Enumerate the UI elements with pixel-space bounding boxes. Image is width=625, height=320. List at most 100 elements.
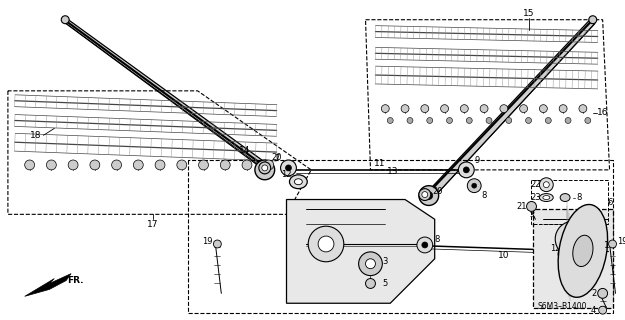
Text: 16: 16 (597, 108, 608, 117)
Circle shape (427, 117, 432, 124)
Circle shape (555, 221, 591, 257)
Circle shape (133, 160, 143, 170)
Circle shape (61, 16, 69, 24)
Text: 5: 5 (382, 279, 388, 288)
Circle shape (68, 160, 78, 170)
Text: 12: 12 (281, 170, 292, 179)
Circle shape (388, 117, 393, 124)
Circle shape (458, 162, 474, 178)
Text: 15: 15 (522, 9, 534, 18)
Ellipse shape (294, 179, 302, 185)
Circle shape (213, 240, 221, 248)
Ellipse shape (558, 204, 608, 297)
Text: 22: 22 (530, 180, 541, 189)
Circle shape (177, 160, 187, 170)
Circle shape (90, 160, 100, 170)
Circle shape (46, 160, 56, 170)
Circle shape (25, 160, 34, 170)
Circle shape (565, 231, 581, 247)
Ellipse shape (289, 175, 308, 189)
Ellipse shape (539, 194, 553, 202)
Circle shape (366, 278, 376, 288)
Circle shape (598, 288, 608, 298)
Circle shape (199, 160, 209, 170)
Circle shape (359, 252, 382, 276)
Circle shape (417, 237, 432, 253)
Text: 18: 18 (29, 131, 41, 140)
Circle shape (526, 117, 531, 124)
Polygon shape (286, 199, 435, 303)
Circle shape (255, 160, 274, 180)
Circle shape (565, 117, 571, 124)
Text: 23: 23 (530, 193, 541, 202)
Circle shape (155, 160, 165, 170)
Text: 7: 7 (274, 154, 279, 163)
Circle shape (589, 16, 597, 24)
Text: 12: 12 (550, 244, 561, 253)
Text: 19: 19 (617, 236, 625, 245)
Text: 13: 13 (386, 167, 398, 176)
Text: 20: 20 (432, 187, 443, 196)
Circle shape (264, 160, 274, 170)
Circle shape (466, 117, 472, 124)
Polygon shape (534, 209, 612, 308)
Text: 14: 14 (239, 146, 251, 155)
Circle shape (242, 160, 252, 170)
Circle shape (112, 160, 121, 170)
Circle shape (425, 192, 432, 199)
Ellipse shape (543, 196, 550, 199)
Circle shape (286, 165, 291, 171)
Circle shape (381, 105, 389, 113)
Text: 8: 8 (434, 235, 439, 244)
Circle shape (318, 236, 334, 252)
Circle shape (582, 248, 588, 254)
Text: 20: 20 (271, 153, 282, 162)
Circle shape (539, 178, 553, 192)
Circle shape (259, 162, 271, 174)
Text: 4: 4 (590, 306, 596, 315)
Text: 1: 1 (604, 242, 609, 251)
Circle shape (500, 105, 508, 113)
Circle shape (472, 183, 477, 188)
Circle shape (220, 160, 230, 170)
Circle shape (281, 160, 296, 176)
Circle shape (421, 105, 429, 113)
Circle shape (446, 117, 452, 124)
Circle shape (543, 182, 549, 188)
Circle shape (308, 226, 344, 262)
Circle shape (609, 240, 616, 248)
Circle shape (578, 244, 592, 258)
Circle shape (519, 105, 528, 113)
Circle shape (585, 117, 591, 124)
Circle shape (559, 105, 567, 113)
Circle shape (262, 165, 268, 171)
Text: 17: 17 (148, 220, 159, 229)
Ellipse shape (560, 194, 570, 202)
Polygon shape (64, 17, 269, 172)
Circle shape (461, 105, 468, 113)
Text: 9: 9 (474, 156, 480, 164)
Circle shape (527, 202, 536, 212)
Text: 21: 21 (516, 202, 527, 211)
Circle shape (407, 117, 413, 124)
Ellipse shape (564, 250, 572, 257)
Text: 2: 2 (591, 289, 596, 298)
Ellipse shape (558, 246, 578, 262)
Text: FR.: FR. (67, 276, 84, 285)
Circle shape (419, 186, 439, 205)
Circle shape (468, 179, 481, 193)
Circle shape (422, 192, 428, 197)
Text: 19: 19 (202, 236, 212, 245)
Circle shape (419, 189, 431, 201)
Text: 3: 3 (382, 257, 388, 266)
Polygon shape (427, 17, 595, 199)
Circle shape (366, 259, 376, 269)
Text: 8: 8 (481, 191, 487, 200)
Circle shape (261, 166, 269, 174)
Text: 11: 11 (374, 159, 385, 168)
Circle shape (539, 105, 548, 113)
Text: 10: 10 (498, 251, 509, 260)
Circle shape (422, 242, 428, 248)
Text: 8: 8 (576, 193, 581, 202)
Circle shape (506, 117, 512, 124)
